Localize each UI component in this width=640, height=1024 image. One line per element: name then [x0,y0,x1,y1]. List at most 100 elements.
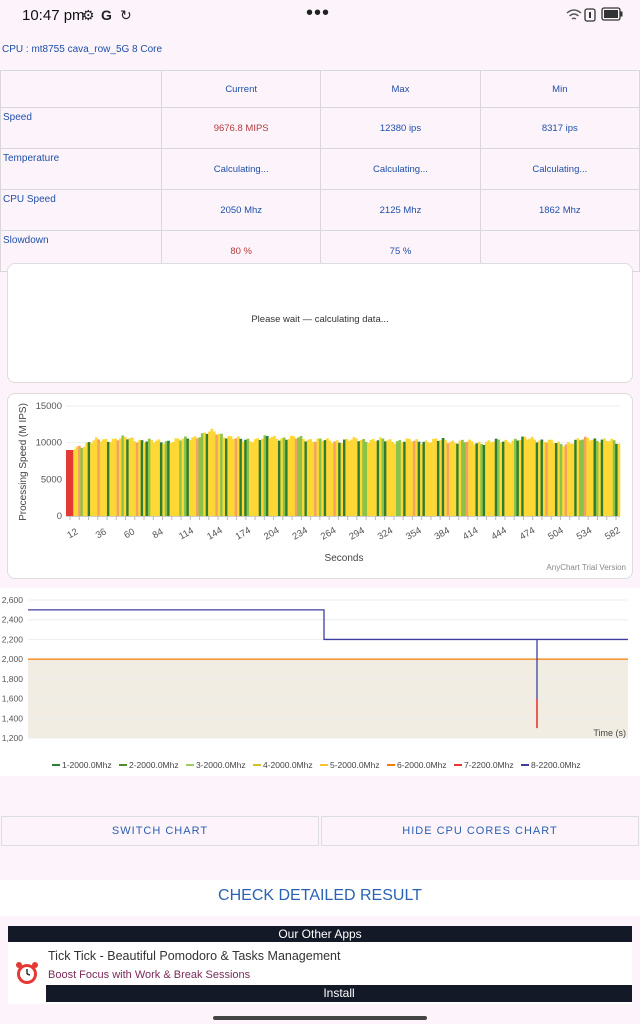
speed-bar [123,436,127,516]
speed-bar [562,446,565,516]
speed-bar [533,439,536,516]
home-indicator[interactable] [213,1016,427,1020]
speed-bar [321,441,325,516]
speed-bar [540,439,544,516]
x-tick-label: 264 [319,525,338,542]
speed-bar [494,438,498,516]
table-header-row: Current Max Min [0,70,640,108]
speed-bar [482,444,486,516]
speed-bar [547,439,551,516]
legend-entry: 2-2000.0Mhz [129,760,179,770]
speed-bar [114,438,117,516]
speed-bar [388,439,392,516]
row-label: Temperature [0,148,162,190]
speed-bar [559,444,563,516]
speed-bar [600,439,604,516]
speed-bar [538,440,541,516]
speed-bar [436,440,440,516]
speed-bar [106,441,110,516]
cell-min: 8317 ips [479,107,640,149]
more-options-icon[interactable]: ••• [306,2,331,24]
speed-bar [615,443,618,516]
x-tick-label: 174 [234,525,253,542]
speed-bar [405,438,409,516]
check-detailed-result-button[interactable]: CHECK DETAILED RESULT [0,880,640,916]
speed-bar [444,440,447,516]
speed-bar [357,441,361,516]
speed-bar [147,438,151,516]
speed-bar [176,438,180,516]
speed-bar [275,438,279,516]
speed-bar [453,443,457,516]
speed-bar [309,439,312,516]
speed-bar [138,440,141,516]
processing-speed-chart: 15000 10000 5000 0 12 36 60 84 114 144 174 204 234 26… [7,393,633,579]
ad-title[interactable]: Tick Tick - Beautiful Pomodoro & Tasks M… [48,949,341,963]
speed-bar [186,438,190,516]
speed-bar [311,441,315,516]
speed-bar [229,436,233,516]
speed-bar [509,443,512,516]
speed-bar [374,441,378,516]
speed-bar [145,441,149,516]
switch-chart-button[interactable]: SWITCH CHART [1,816,319,846]
speed-bar [196,438,199,516]
x-tick-label: 534 [575,525,594,542]
header-max: Max [320,70,481,108]
speed-bar [157,439,161,516]
speed-bar [316,438,320,516]
speed-bar [116,440,120,516]
speed-bar [99,441,103,516]
speed-bar [66,450,69,516]
speed-bar [323,440,327,516]
table-row-cpu-speed: CPU Speed 2050 Mhz 2125 Mhz 1862 Mhz [0,189,640,231]
speed-bar [504,439,508,516]
speed-bar [612,440,616,516]
speed-bar [554,443,558,516]
speed-bar [367,442,370,516]
speed-bar [155,440,158,516]
speed-bar [150,439,154,516]
table-row-speed: Speed 9676.8 MIPS 12380 ips 8317 ips [0,107,640,149]
processing-speed-svg: 15000 10000 5000 012 36 60 84 114 144 174 204 234 26… [18,401,626,572]
cell-max: Calculating... [320,148,481,190]
speed-bar [564,444,568,516]
speed-bar [595,440,599,516]
speed-bar [492,441,496,516]
speed-bar [415,439,418,516]
y-tick-label: 2,000 [2,654,24,664]
y-tick-label: 1,800 [2,674,24,684]
y-tick-label: 10000 [36,438,62,449]
speed-bar [355,438,358,516]
speed-bar [143,442,146,516]
speed-bar [489,442,493,516]
speed-bar [359,440,363,516]
speed-bar [458,440,462,516]
hide-cpu-cores-button[interactable]: HIDE CPU CORES CHART [321,816,639,846]
speed-bar [68,450,72,516]
settings-icon: ⚙ [82,7,95,23]
x-tick-label: 384 [433,525,452,542]
install-button[interactable]: Install [46,985,632,1002]
other-apps-ad[interactable]: Our Other Apps Tick Tick - Beautiful Pom… [8,926,632,1004]
wifi-icon [566,9,582,20]
row-label: CPU Speed [0,189,162,231]
ad-subtitle: Boost Focus with Work & Break Sessions [48,969,251,981]
y-tick-label: 2,400 [2,615,24,625]
speed-bar [535,442,539,516]
speed-bar [470,441,474,516]
cpu-frequency-svg: 2,600 2,400 2,200 2,000 1,800 1,600 1,400 1,200… [2,595,628,770]
legend-entry: 7-2200.0Mhz [464,760,514,770]
speed-bar [607,441,611,516]
speed-bar [287,439,291,516]
speed-bar [328,440,332,516]
legend-entry: 4-2000.0Mhz [263,760,313,770]
speed-bar [591,439,594,516]
speed-bar [280,438,284,516]
speed-bar [263,435,267,516]
speed-bar [265,436,269,516]
speed-bar [335,440,339,516]
legend-entry: 5-2000.0Mhz [330,760,380,770]
speed-bar [282,437,286,516]
speed-bar [97,439,101,516]
